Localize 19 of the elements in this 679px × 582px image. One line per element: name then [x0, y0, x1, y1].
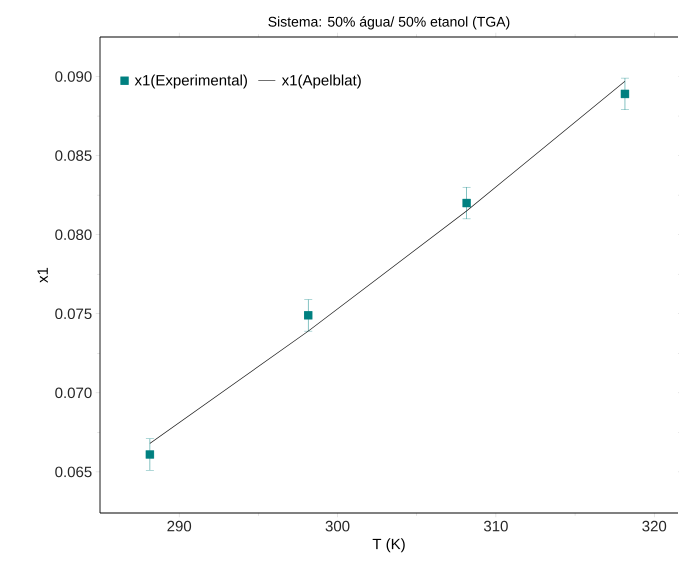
y-axis-title: x1 [37, 268, 48, 283]
x-tick-label: 310 [484, 520, 508, 532]
x-tick-label: 300 [326, 520, 350, 532]
point [146, 450, 154, 459]
point [304, 311, 312, 320]
x-tick-label: 290 [167, 520, 192, 532]
point [462, 198, 471, 208]
legend-label: x1(Apelblat) [282, 74, 361, 88]
x-tick-label: 320 [642, 520, 666, 532]
chart-title: Sistema: 50% água/ 50% etanol (TGA) [268, 16, 510, 30]
y-tick-label: 0.090 [55, 71, 92, 82]
y-tick-label: 0.070 [55, 388, 92, 398]
y-tick-label: 0.075 [55, 308, 92, 320]
point [620, 90, 630, 98]
legend-label: x1(Experimental) [134, 74, 247, 88]
x-axis-title: T (K) [372, 538, 405, 552]
y-tick-label: 0.080 [55, 229, 92, 240]
y-tick-label: 0.085 [55, 150, 92, 161]
y-tick-label: 0.065 [55, 466, 92, 478]
